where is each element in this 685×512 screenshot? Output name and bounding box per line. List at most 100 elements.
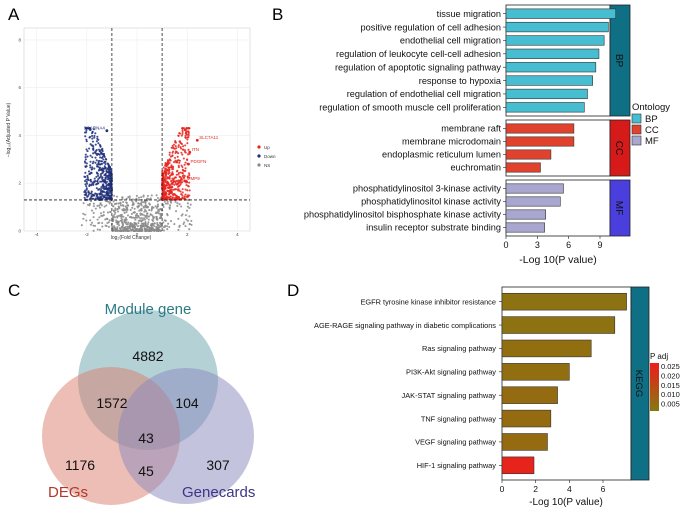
volcano-point <box>137 196 141 199</box>
volcano-point <box>135 228 138 231</box>
kegg-bar <box>501 386 558 404</box>
volcano-point <box>123 209 126 212</box>
go-bar <box>505 209 546 220</box>
go-bar <box>505 21 609 33</box>
volcano-point <box>164 202 168 205</box>
volcano-point <box>129 208 132 211</box>
volcano-point <box>167 182 170 185</box>
volcano-point <box>102 196 105 199</box>
volcano-point <box>85 162 88 165</box>
volcano-point <box>188 223 191 226</box>
volcano-point <box>162 197 165 200</box>
go-bar <box>505 222 545 233</box>
volcano-point <box>84 153 87 156</box>
go-bar <box>505 8 616 19</box>
go-category-label: phosphatidylinositol bisphosphate kinase… <box>304 210 502 220</box>
volcano-x-tick: 2 <box>186 232 189 237</box>
volcano-point <box>188 194 191 197</box>
volcano-annotation-point <box>195 138 199 142</box>
volcano-point <box>98 150 101 153</box>
volcano-point <box>187 136 190 139</box>
volcano-point <box>88 147 91 150</box>
volcano-y-tick: 4 <box>18 133 21 138</box>
volcano-point <box>183 221 186 224</box>
volcano-point <box>159 212 162 215</box>
volcano-point <box>85 185 88 188</box>
volcano-point <box>83 213 87 216</box>
volcano-point <box>95 149 98 152</box>
volcano-point <box>148 202 151 205</box>
volcano-point <box>152 217 155 220</box>
volcano-point <box>156 224 159 227</box>
volcano-point <box>161 176 165 179</box>
volcano-point <box>92 211 95 215</box>
volcano-point <box>94 132 97 135</box>
volcano-point <box>162 221 165 224</box>
volcano-point <box>85 131 88 134</box>
volcano-point <box>112 215 115 218</box>
volcano-point <box>186 219 190 222</box>
volcano-point <box>124 205 127 208</box>
volcano-point <box>177 228 180 231</box>
volcano-point <box>100 214 103 217</box>
go-category-label: response to hypoxia <box>419 76 502 86</box>
volcano-point <box>127 221 130 224</box>
volcano-point <box>176 202 179 205</box>
volcano-point <box>98 204 101 207</box>
volcano-point <box>162 178 165 181</box>
volcano-point <box>102 190 105 193</box>
go-bar <box>505 149 552 160</box>
volcano-point <box>96 180 99 183</box>
volcano-point <box>92 152 95 155</box>
volcano-point <box>165 171 168 174</box>
volcano-point <box>125 197 128 200</box>
volcano-point <box>173 183 176 186</box>
volcano-point <box>93 181 96 184</box>
panel-label-a: A <box>8 5 20 24</box>
volcano-point <box>92 216 95 219</box>
go-legend-label: MF <box>645 136 659 147</box>
volcano-point <box>176 155 179 158</box>
volcano-point <box>144 215 147 218</box>
volcano-point <box>166 214 169 217</box>
volcano-point <box>94 192 97 195</box>
volcano-point <box>144 229 147 232</box>
volcano-point <box>86 127 89 130</box>
volcano-point <box>186 202 189 205</box>
volcano-point <box>104 200 108 203</box>
go-x-tick-label: 0 <box>503 240 508 250</box>
volcano-point <box>170 182 173 185</box>
volcano-point <box>178 181 181 184</box>
venn-region-count: 4882 <box>132 348 163 364</box>
volcano-point <box>186 195 189 198</box>
volcano-point <box>168 196 171 199</box>
volcano-point <box>139 212 142 215</box>
volcano-point <box>101 184 104 188</box>
volcano-legend-marker <box>257 145 261 149</box>
volcano-point <box>101 178 104 181</box>
volcano-point <box>91 156 94 159</box>
volcano-point <box>99 196 102 200</box>
volcano-point <box>117 210 120 213</box>
go-bar <box>505 75 593 86</box>
volcano-point <box>179 147 183 150</box>
volcano-point <box>148 227 151 230</box>
kegg-facet-strip-label: KEGG <box>633 370 644 397</box>
volcano-point <box>178 161 181 164</box>
volcano-point <box>183 195 186 198</box>
volcano-point <box>161 191 164 194</box>
venn-region-count: 1176 <box>65 457 95 473</box>
volcano-point <box>170 191 174 194</box>
volcano-point <box>83 160 86 163</box>
volcano-point <box>179 179 182 182</box>
kegg-bar <box>501 363 570 381</box>
volcano-y-tick: 8 <box>18 37 21 42</box>
volcano-point <box>103 205 106 208</box>
volcano-point <box>102 214 105 217</box>
volcano-point <box>131 200 134 203</box>
volcano-point <box>167 170 170 174</box>
volcano-point <box>187 130 190 133</box>
volcano-point <box>171 151 174 154</box>
kegg-color-bar-label: 0.005 <box>661 400 680 409</box>
volcano-point <box>163 190 166 193</box>
